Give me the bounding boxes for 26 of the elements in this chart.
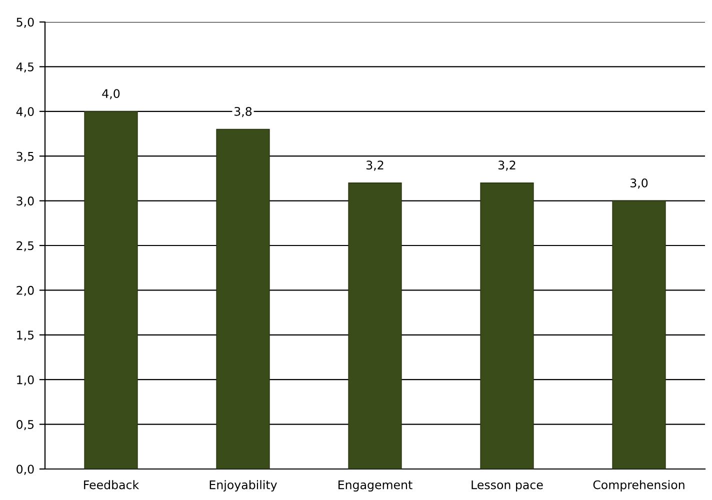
x-tick-label: Engagement bbox=[338, 480, 412, 492]
bar bbox=[480, 182, 534, 469]
x-tick-label: Enjoyability bbox=[210, 480, 277, 492]
bar bbox=[84, 110, 138, 469]
y-tick-label: 4,0 bbox=[16, 107, 34, 118]
data-label: 3,2 bbox=[498, 160, 516, 171]
data-label: 3,2 bbox=[366, 160, 384, 171]
x-tick-label: Feedback bbox=[84, 480, 140, 490]
bar bbox=[612, 200, 666, 469]
y-tick-label: 2,0 bbox=[16, 286, 34, 296]
data-label: 4,0 bbox=[102, 89, 120, 100]
data-label: 3,8 bbox=[234, 106, 252, 118]
y-tick-label: 4,5 bbox=[16, 62, 34, 73]
bar bbox=[348, 182, 402, 469]
x-tick-label: Lesson pace bbox=[472, 480, 543, 492]
bar bbox=[216, 128, 270, 469]
x-tick-label: Comprehension bbox=[593, 480, 684, 492]
data-label: 3,0 bbox=[630, 178, 648, 189]
y-tick-label: 5,0 bbox=[16, 18, 34, 28]
y-tick-label: 2,5 bbox=[16, 241, 34, 252]
y-tick-label: 0,5 bbox=[16, 420, 34, 430]
y-tick-label: 0,0 bbox=[16, 464, 34, 475]
y-tick-label: 3,5 bbox=[16, 152, 34, 162]
y-tick-label: 3,0 bbox=[16, 196, 34, 207]
y-tick-label: 1,0 bbox=[17, 375, 34, 386]
y-tick-label: 1,5 bbox=[17, 330, 34, 341]
